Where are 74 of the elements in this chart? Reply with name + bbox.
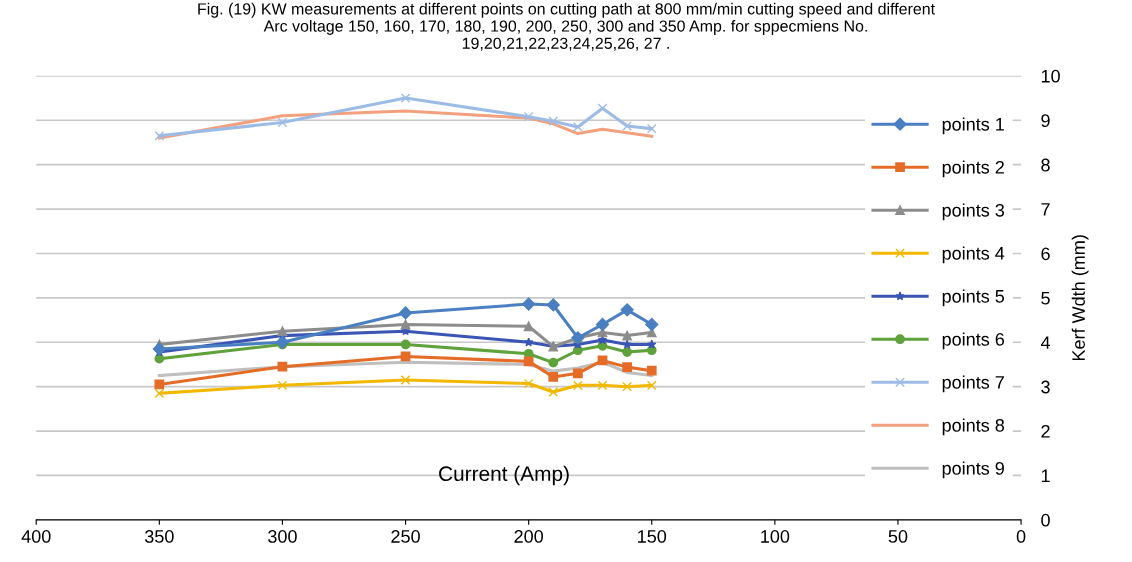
x-tick-label: 350 xyxy=(144,530,174,543)
x-tick-label: 250 xyxy=(391,530,420,543)
y-tick-label: 1 xyxy=(1041,469,1050,482)
point xyxy=(400,93,411,103)
point xyxy=(548,372,559,382)
point xyxy=(597,380,608,391)
point xyxy=(646,123,657,134)
point xyxy=(622,347,632,357)
point xyxy=(548,387,559,397)
point xyxy=(400,319,411,330)
point xyxy=(622,381,632,392)
point xyxy=(152,342,166,356)
point xyxy=(277,326,288,337)
point xyxy=(154,379,165,390)
point xyxy=(546,298,560,312)
point xyxy=(646,365,657,376)
point xyxy=(622,330,632,341)
chart-title: Fig. (19) KW measurements at different points on cutting path at 800 mm/min cutting speed and different Arc voltage 150, 160, 170, 180, 190, 200, 250, 300 and 350 Amp. for sppecmiens No. 19,20,21,22,23,24,25,26, 27 . xyxy=(198,2,935,51)
x-tick-label: 300 xyxy=(268,530,297,543)
legend-label: points 5 xyxy=(942,289,1005,307)
point xyxy=(400,375,411,385)
legend-label: points 1 xyxy=(942,117,1004,135)
y-tick-label: 8 xyxy=(1041,158,1050,172)
x-tick-label: 150 xyxy=(638,530,667,543)
y-tick-label: 4 xyxy=(1040,336,1051,349)
point xyxy=(277,117,288,128)
y-tick-label: 7 xyxy=(1041,203,1050,216)
point xyxy=(522,297,536,311)
point xyxy=(622,362,632,372)
point xyxy=(548,357,559,368)
point xyxy=(275,335,290,349)
legend-label: points 3 xyxy=(942,203,1005,221)
legend-label: points 2 xyxy=(942,160,1004,178)
y-axis-title: Kerf Wdth (mm) xyxy=(1071,235,1089,361)
x-tick-label: 50 xyxy=(888,530,908,543)
point xyxy=(622,121,632,131)
x-tick-label: 0 xyxy=(1016,530,1026,543)
point xyxy=(647,339,657,349)
x-tick-label: 100 xyxy=(761,530,790,543)
y-tick-label: 5 xyxy=(1041,291,1050,305)
point xyxy=(620,303,634,317)
point xyxy=(277,361,288,372)
y-tick-label: 9 xyxy=(1041,114,1050,127)
point xyxy=(277,380,288,391)
point xyxy=(622,339,632,349)
point xyxy=(400,339,411,350)
point xyxy=(573,122,583,132)
x-axis-title: Current (Amp) xyxy=(439,465,569,486)
y-tick-label: 0 xyxy=(1041,513,1050,527)
point xyxy=(646,380,657,391)
legend-label: points 7 xyxy=(942,375,1004,393)
x-tick-label: 400 xyxy=(21,530,51,543)
point xyxy=(523,337,534,347)
point xyxy=(645,317,659,332)
legend-label: points 8 xyxy=(942,418,1005,436)
point xyxy=(523,321,534,332)
point xyxy=(548,116,559,127)
point xyxy=(154,388,165,399)
point xyxy=(595,317,610,332)
legend-label: points 6 xyxy=(942,332,1005,350)
point xyxy=(573,368,583,379)
legend-label: points 4 xyxy=(942,246,1005,264)
point xyxy=(523,378,534,389)
legend-label: points 9 xyxy=(942,461,1004,479)
y-tick-label: 6 xyxy=(1041,247,1050,261)
x-tick-label: 200 xyxy=(514,530,543,543)
point xyxy=(523,356,534,367)
y-tick-label: 3 xyxy=(1041,380,1050,394)
point xyxy=(523,111,534,122)
point xyxy=(154,130,165,141)
point xyxy=(398,306,413,320)
y-tick-label: 10 xyxy=(1041,69,1060,83)
y-tick-label: 2 xyxy=(1041,424,1050,438)
point xyxy=(573,380,583,391)
